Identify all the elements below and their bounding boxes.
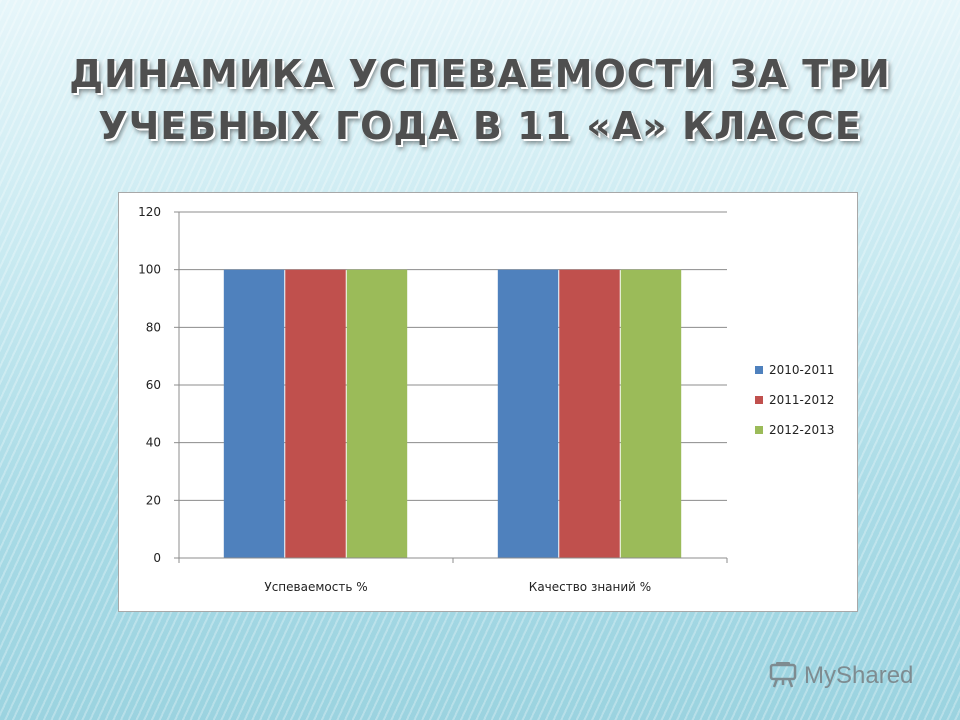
bar-2010-2011 [223, 269, 285, 558]
bar-2012-2013 [620, 269, 682, 558]
legend-label: 2010-2011 [769, 363, 834, 377]
y-tick-label: 60 [146, 378, 161, 392]
bars [223, 269, 682, 558]
presentation-board-icon [768, 659, 798, 693]
y-tick-label: 40 [146, 436, 161, 450]
bar-2011-2012 [285, 269, 346, 558]
legend-swatch [755, 396, 763, 404]
watermark-text: MyShared [804, 662, 914, 689]
slide-title-line-1: ДИНАМИКА УСПЕВАЕМОСТИ ЗА ТРИ [69, 52, 891, 96]
watermark: MyShared [768, 656, 913, 696]
bar-2011-2012 [559, 269, 620, 558]
category-label: Качество знаний % [529, 580, 651, 594]
bar-2010-2011 [497, 269, 559, 558]
y-tick-label: 80 [146, 320, 161, 334]
legend-swatch [755, 426, 763, 434]
bar-2012-2013 [346, 269, 408, 558]
bar-chart: 0 20 40 60 80 100 120 Успеваемость % Качество зн… [138, 205, 834, 594]
axes [174, 211, 728, 563]
chart-area: 0 20 40 60 80 100 120 Успеваемость % Качество зн… [118, 192, 858, 612]
slide-title: ДИНАМИКА УСПЕВАЕМОСТИ ЗА ТРИ УЧЕБНЫХ ГОД… [0, 48, 960, 152]
axis-labels: 0 20 40 60 80 100 120 Успеваемость % Качество зн… [138, 205, 651, 594]
slide-title-line-2: УЧЕБНЫХ ГОДА В 11 «А» КЛАССЕ [98, 104, 862, 148]
legend-label: 2011-2012 [769, 393, 834, 407]
legend: 2010-2011 2011-2012 2012-2013 [755, 363, 834, 437]
y-tick-label: 100 [138, 263, 161, 277]
legend-label: 2012-2013 [769, 423, 834, 437]
legend-swatch [755, 366, 763, 374]
y-tick-label: 0 [153, 551, 161, 565]
y-tick-label: 20 [146, 493, 161, 507]
y-tick-label: 120 [138, 205, 161, 219]
category-label: Успеваемость % [264, 580, 367, 594]
